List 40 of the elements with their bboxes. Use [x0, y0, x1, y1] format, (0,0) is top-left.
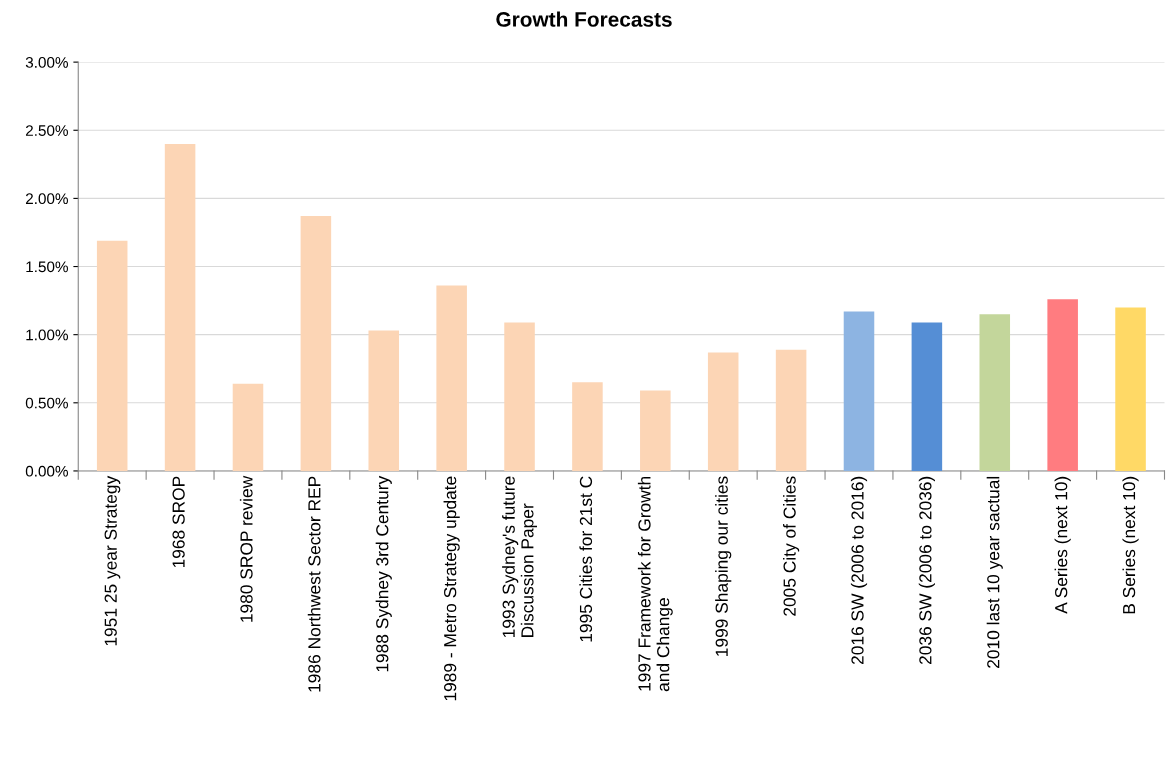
x-tick-label: 1951 25 year Strategy [104, 475, 121, 646]
bar [979, 314, 1011, 471]
bar [368, 330, 400, 471]
y-tick-label: 0.00% [25, 465, 68, 477]
bar [164, 143, 196, 471]
y-tick-label: 0.50% [25, 397, 68, 409]
bar [707, 352, 739, 471]
x-tick-label: 1986 Northwest Sector REP [307, 476, 321, 692]
bar [96, 240, 128, 471]
chart-title: Growth Forecasts [496, 11, 672, 27]
bar [1047, 299, 1078, 471]
bar [1115, 307, 1146, 471]
bar [640, 390, 671, 471]
x-tick-label: 1995 Cities for 21st C [579, 476, 593, 642]
x-tick-label: 1968 SROP [172, 476, 185, 568]
bar [572, 382, 603, 471]
x-tick-label: 1980 SROP review [239, 475, 253, 622]
bar [843, 311, 875, 471]
bar [775, 349, 807, 471]
bar [232, 383, 264, 471]
x-tick-label: 2010 last 10 year sactual [986, 476, 1003, 668]
bar [436, 285, 467, 471]
x-tick-label: 2016 SW (2006 to 2016) [850, 476, 868, 665]
x-tick-label: 2005 City of Cities [783, 476, 800, 616]
x-tick-label: 1989 - Metro Strategy update [443, 476, 460, 701]
x-tick-label: 1997 Framework for Growth and Change [637, 476, 673, 692]
y-tick-label: 2.50% [25, 125, 68, 136]
x-tick-label: 1993 Sydney's future Discussion Paper [502, 476, 537, 638]
x-tick-label: B Series (next 10) [1122, 476, 1139, 614]
y-tick-label: 3.00% [25, 56, 68, 68]
bar [911, 322, 943, 471]
x-tick-label: 1988 Sydney 3rd Century [375, 475, 392, 672]
x-tick-label: 1999 Shaping our cities [715, 476, 732, 656]
bar [300, 216, 332, 471]
y-tick-label: 1.00% [26, 329, 68, 341]
y-tick-label: 1.50% [26, 261, 68, 273]
x-tick-label: 2036 SW (2006 to 2036) [918, 476, 935, 665]
bar [504, 322, 535, 471]
y-tick-label: 2.00% [25, 193, 68, 205]
x-tick-label: A Series (next 10) [1054, 476, 1071, 614]
